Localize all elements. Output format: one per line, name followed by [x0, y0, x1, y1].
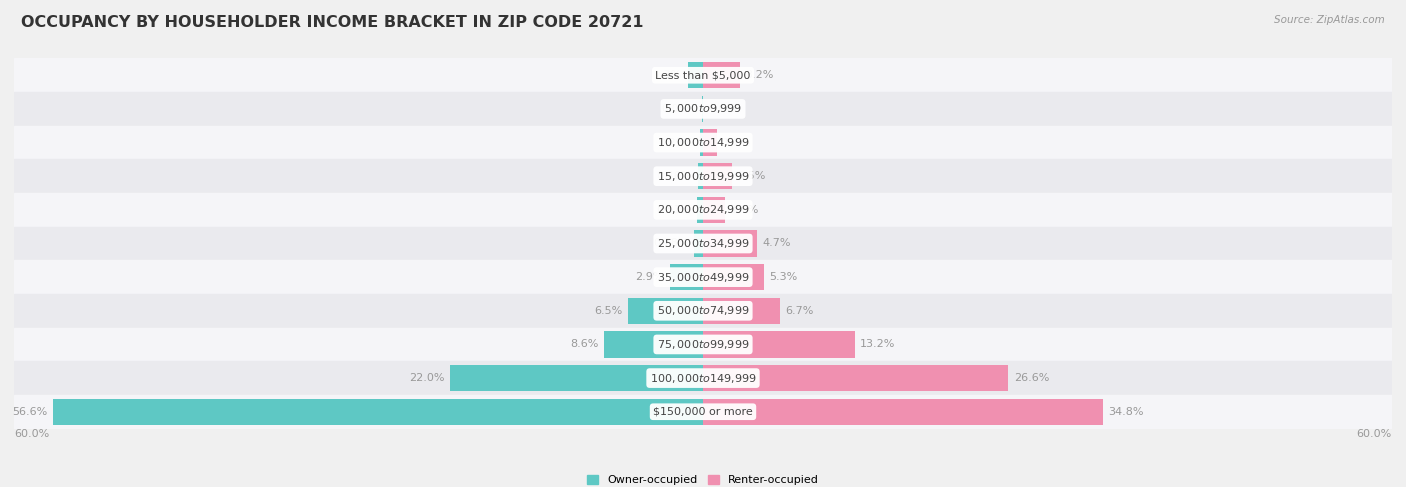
Text: 34.8%: 34.8%	[1108, 407, 1144, 417]
Bar	[703, 365, 1008, 391]
Text: 6.5%: 6.5%	[595, 306, 623, 316]
Bar	[703, 197, 725, 223]
Text: 4.7%: 4.7%	[762, 239, 792, 248]
Text: 0.51%: 0.51%	[657, 205, 692, 215]
Text: 60.0%: 60.0%	[1357, 429, 1392, 439]
Text: $10,000 to $14,999: $10,000 to $14,999	[657, 136, 749, 149]
Text: $75,000 to $99,999: $75,000 to $99,999	[657, 338, 749, 351]
Bar	[605, 331, 703, 357]
Text: $25,000 to $34,999: $25,000 to $34,999	[657, 237, 749, 250]
Text: 8.6%: 8.6%	[571, 339, 599, 350]
Text: 3.2%: 3.2%	[745, 70, 773, 80]
Text: 1.3%: 1.3%	[654, 70, 682, 80]
Bar	[14, 261, 1392, 294]
Bar	[695, 230, 703, 257]
Text: $100,000 to $149,999: $100,000 to $149,999	[650, 372, 756, 385]
Bar	[697, 163, 703, 189]
Text: OCCUPANCY BY HOUSEHOLDER INCOME BRACKET IN ZIP CODE 20721: OCCUPANCY BY HOUSEHOLDER INCOME BRACKET …	[21, 15, 644, 30]
Text: 2.5%: 2.5%	[738, 171, 766, 181]
Bar	[14, 226, 1392, 261]
Text: 1.2%: 1.2%	[723, 137, 751, 148]
Text: 0.78%: 0.78%	[652, 239, 689, 248]
Bar	[703, 298, 780, 324]
Text: 60.0%: 60.0%	[14, 429, 49, 439]
Text: $15,000 to $19,999: $15,000 to $19,999	[657, 169, 749, 183]
Text: 6.7%: 6.7%	[786, 306, 814, 316]
Text: 0.05%: 0.05%	[661, 104, 697, 114]
Bar	[14, 92, 1392, 126]
Bar	[14, 126, 1392, 159]
Bar	[703, 130, 717, 156]
Text: 0.29%: 0.29%	[658, 137, 695, 148]
Bar	[14, 193, 1392, 226]
Bar	[450, 365, 703, 391]
Bar	[14, 58, 1392, 92]
Bar	[14, 395, 1392, 429]
Text: 26.6%: 26.6%	[1014, 373, 1049, 383]
Text: Source: ZipAtlas.com: Source: ZipAtlas.com	[1274, 15, 1385, 25]
Bar	[703, 163, 731, 189]
Text: 2.9%: 2.9%	[636, 272, 664, 282]
Text: $5,000 to $9,999: $5,000 to $9,999	[664, 102, 742, 115]
Bar	[14, 328, 1392, 361]
Text: Less than $5,000: Less than $5,000	[655, 70, 751, 80]
Bar	[669, 264, 703, 290]
Text: 13.2%: 13.2%	[860, 339, 896, 350]
Bar	[703, 230, 756, 257]
Bar	[703, 264, 763, 290]
Text: $35,000 to $49,999: $35,000 to $49,999	[657, 271, 749, 283]
Text: 56.6%: 56.6%	[13, 407, 48, 417]
Text: 0.46%: 0.46%	[657, 171, 692, 181]
Text: $20,000 to $24,999: $20,000 to $24,999	[657, 204, 749, 216]
Bar	[703, 399, 1102, 425]
Bar	[703, 62, 740, 88]
Bar	[697, 197, 703, 223]
Bar	[14, 294, 1392, 328]
Bar	[628, 298, 703, 324]
Bar	[700, 130, 703, 156]
Legend: Owner-occupied, Renter-occupied: Owner-occupied, Renter-occupied	[582, 470, 824, 487]
Text: 1.9%: 1.9%	[731, 205, 759, 215]
Text: 22.0%: 22.0%	[409, 373, 444, 383]
Text: $150,000 or more: $150,000 or more	[654, 407, 752, 417]
Bar	[14, 361, 1392, 395]
Bar	[703, 331, 855, 357]
Text: 0.0%: 0.0%	[709, 104, 737, 114]
Text: $50,000 to $74,999: $50,000 to $74,999	[657, 304, 749, 318]
Text: 5.3%: 5.3%	[769, 272, 797, 282]
Bar	[14, 159, 1392, 193]
Bar	[688, 62, 703, 88]
Bar	[53, 399, 703, 425]
